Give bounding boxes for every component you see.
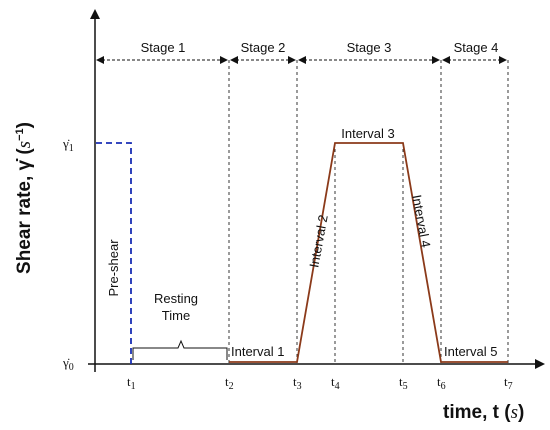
x-tick-t2: t2: [225, 374, 234, 392]
x-axis-title: time, t (s): [443, 402, 524, 423]
stage-2-label: Stage 2: [241, 40, 286, 55]
x-tick-t4: t4: [331, 374, 340, 392]
stage-4-label: Stage 4: [454, 40, 499, 55]
resting-label-line2: Time: [162, 308, 190, 323]
y-tick-gamma1: γ̇1: [62, 136, 74, 154]
interval-1-label: Interval 1: [231, 344, 284, 359]
resting-label-line1: Resting: [154, 291, 198, 306]
x-tick-t7: t7: [504, 374, 513, 392]
resting-time-brace: [132, 339, 228, 360]
y-tick-gamma0: γ̇0: [62, 355, 74, 373]
y-axis-title: Shear rate, γ̇ (s−1): [14, 122, 35, 274]
guide-lines: [228, 60, 509, 364]
x-tick-t6: t6: [437, 374, 446, 392]
shear-rate-profile: [229, 142, 508, 363]
interval-5-label: Interval 5: [444, 344, 497, 359]
x-tick-t3: t3: [293, 374, 302, 392]
x-tick-t5: t5: [399, 374, 408, 392]
stage-3-label: Stage 3: [347, 40, 392, 55]
x-tick-t1: t1: [127, 374, 136, 392]
interval-4-label: Interval 4: [409, 194, 433, 249]
interval-2-label: Interval 2: [306, 214, 330, 269]
interval-3-label: Interval 3: [341, 126, 394, 141]
x-tick-labels: t1 t2 t3 t4 t5 t6 t7: [127, 374, 513, 392]
pre-shear-label: Pre-shear: [106, 239, 121, 297]
stage-1-label: Stage 1: [141, 40, 186, 55]
pre-shear-profile: [96, 142, 132, 364]
